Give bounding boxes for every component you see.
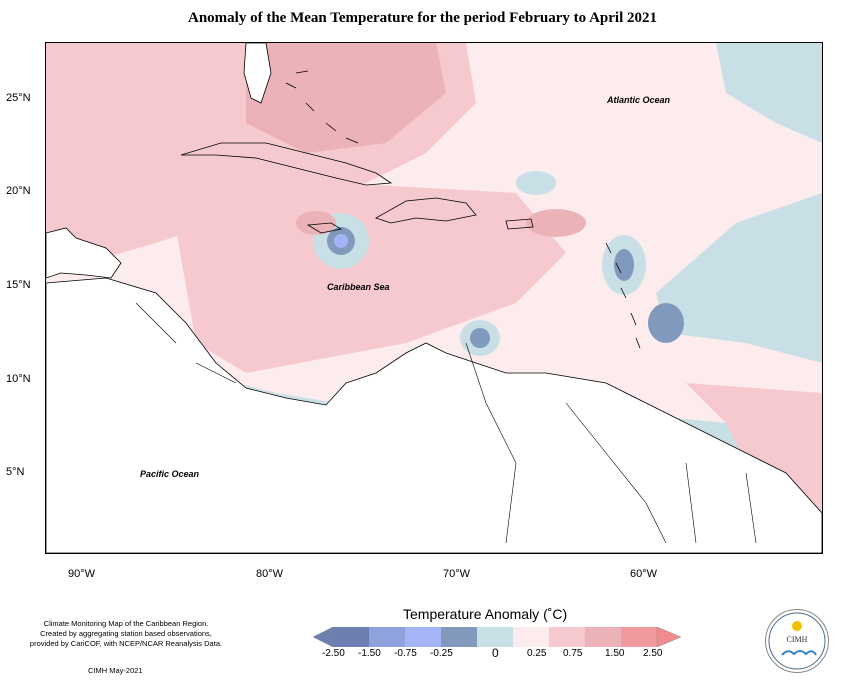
legend-swatch xyxy=(477,627,513,647)
legend-tick: 2.50 xyxy=(643,648,663,659)
lat-label-20n: 20°N xyxy=(6,185,31,197)
legend-swatch xyxy=(656,627,682,647)
legend-swatch xyxy=(441,627,477,647)
legend-swatch xyxy=(333,627,369,647)
lon-label-60w: 60°W xyxy=(630,568,658,580)
caribbean-sea-label: Caribbean Sea xyxy=(327,282,390,292)
pacific-ocean-label: Pacific Ocean xyxy=(140,469,200,479)
legend-tick: 0.25 xyxy=(527,648,547,659)
legend-tick: -2.50 xyxy=(322,648,345,659)
bahamas-outline xyxy=(285,70,359,144)
lat-label-10n: 10°N xyxy=(6,373,31,385)
footnote-line: provided by CariCOF, with NCEP/NCAR Rean… xyxy=(29,639,223,648)
legend-swatch xyxy=(621,627,657,647)
lat-label-25n: 25°N xyxy=(6,92,31,104)
legend-title: Temperature Anomaly (˚C) xyxy=(403,606,568,622)
country-borders xyxy=(135,302,757,544)
hispaniola-outline xyxy=(375,197,477,224)
legend-swatch xyxy=(405,627,441,647)
temperature-anomaly-map xyxy=(46,43,822,553)
atlantic-blue-east xyxy=(656,193,822,363)
legend-tick: -1.50 xyxy=(358,648,381,659)
logo-name: CIMH xyxy=(786,635,808,644)
credit-text: CIMH May-2021 xyxy=(88,666,143,675)
legend-tick: 0 xyxy=(492,646,499,660)
anomaly-075-region xyxy=(246,43,446,153)
sun-cloud-logo-icon xyxy=(768,612,826,670)
footnote-line: Created by aggregating station based obs… xyxy=(40,629,212,638)
atlantic-ocean-label: Atlantic Ocean xyxy=(607,95,671,105)
legend-swatch xyxy=(369,627,405,647)
florida-land xyxy=(243,43,272,104)
lon-label-80w: 80°W xyxy=(256,568,284,580)
legend-tick: -0.75 xyxy=(394,648,417,659)
lat-label-5n: 5°N xyxy=(6,466,25,478)
legend-swatch xyxy=(585,627,621,647)
atlantic-blue-north xyxy=(716,43,822,143)
legend-tick: 1.50 xyxy=(605,648,625,659)
puerto-rico-outline xyxy=(505,218,534,230)
lon-label-70w: 70°W xyxy=(443,568,471,580)
south-central-america-land xyxy=(46,277,822,553)
lesser-antilles-outline xyxy=(605,242,641,349)
footnote-line: Climate Monitoring Map of the Caribbean … xyxy=(43,619,209,628)
lon-label-90w: 90°W xyxy=(68,568,96,580)
map-title: Anomaly of the Mean Temperature for the … xyxy=(188,10,657,26)
color-legend-bar xyxy=(313,627,682,647)
lat-label-15n: 15°N xyxy=(6,279,31,291)
footnote: Climate Monitoring Map of the Caribbean … xyxy=(26,619,226,649)
legend-tick: 0.75 xyxy=(563,648,583,659)
cimh-logo: CIMH xyxy=(765,609,829,673)
jamaica-outline xyxy=(306,222,343,234)
legend-tick: -0.25 xyxy=(430,648,453,659)
legend-swatch xyxy=(513,627,549,647)
cuba-outline xyxy=(180,142,393,186)
caribbean-pink-region xyxy=(166,173,566,373)
map-area: Atlantic Ocean Caribbean Sea Pacific Oce… xyxy=(45,42,823,554)
yucatan-land xyxy=(46,227,122,279)
legend-swatch xyxy=(313,627,334,647)
legend-swatch xyxy=(549,627,585,647)
